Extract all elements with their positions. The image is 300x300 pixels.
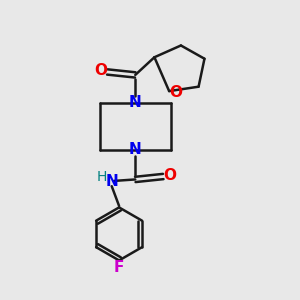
Text: O: O bbox=[163, 167, 176, 182]
Text: F: F bbox=[114, 260, 124, 275]
Text: H: H bbox=[96, 170, 106, 184]
Text: O: O bbox=[169, 85, 182, 100]
Text: N: N bbox=[129, 95, 142, 110]
Text: O: O bbox=[94, 63, 107, 78]
Text: N: N bbox=[105, 174, 118, 189]
Text: N: N bbox=[129, 142, 142, 158]
